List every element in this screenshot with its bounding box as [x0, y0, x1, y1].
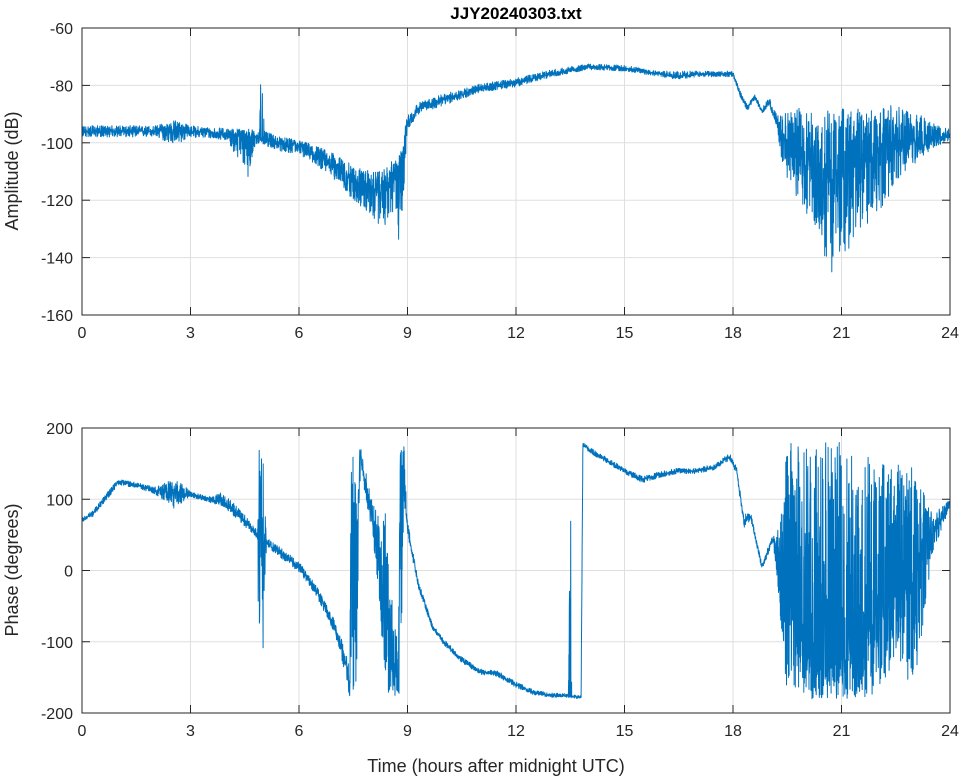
amplitude-x-tick-label: 12 [507, 325, 525, 342]
phase-series-line [81, 442, 951, 700]
phase-y-tick-label: 0 [64, 564, 73, 581]
x-axis-label: Time (hours after midnight UTC) [367, 756, 624, 776]
phase-x-tick-label: 18 [724, 723, 742, 740]
amplitude-x-tick-label: 0 [78, 325, 87, 342]
chart-title: JJY20240303.txt [450, 4, 582, 23]
phase-x-tick-label: 24 [941, 723, 959, 740]
amplitude-y-tick-label: -100 [41, 136, 73, 153]
y-axis-label-phase: Phase (degrees) [2, 503, 22, 636]
amplitude-x-tick-label: 3 [186, 325, 195, 342]
amplitude-y-tick-label: -60 [50, 21, 73, 38]
phase-y-tick-label: -100 [41, 635, 73, 652]
amplitude-x-tick-label: 18 [724, 325, 742, 342]
phase-y-tick-label: 100 [46, 492, 73, 509]
amplitude-y-tick-label: -80 [50, 78, 73, 95]
amplitude-x-tick-label: 6 [295, 325, 304, 342]
amplitude-y-tick-label: -140 [41, 251, 73, 268]
y-axis-label-amplitude: Amplitude (dB) [2, 111, 22, 230]
phase-x-tick-label: 0 [78, 723, 87, 740]
phase-x-tick-label: 3 [186, 723, 195, 740]
phase-x-tick-label: 6 [295, 723, 304, 740]
phase-y-tick-label: 200 [46, 421, 73, 438]
amplitude-x-tick-label: 9 [403, 325, 412, 342]
phase-x-tick-label: 9 [403, 723, 412, 740]
amplitude-series-line [81, 63, 951, 273]
phase-y-tick-label: -200 [41, 706, 73, 723]
phase-axes: 0 3 6 9 12 15 18 21 24 -200 -100 0 100 200 [41, 421, 959, 740]
amplitude-y-tick-label: -120 [41, 193, 73, 210]
amplitude-x-tick-label: 21 [833, 325, 851, 342]
amplitude-y-tick-label: -160 [41, 308, 73, 325]
amplitude-axes: 0 3 6 9 12 15 18 21 24 -160 -140 -120 -100 -80 -60 [41, 21, 959, 342]
phase-x-tick-label: 21 [833, 723, 851, 740]
amplitude-x-tick-label: 24 [941, 325, 959, 342]
phase-x-tick-label: 12 [507, 723, 525, 740]
amplitude-x-tick-label: 15 [616, 325, 634, 342]
phase-x-tick-label: 15 [616, 723, 634, 740]
